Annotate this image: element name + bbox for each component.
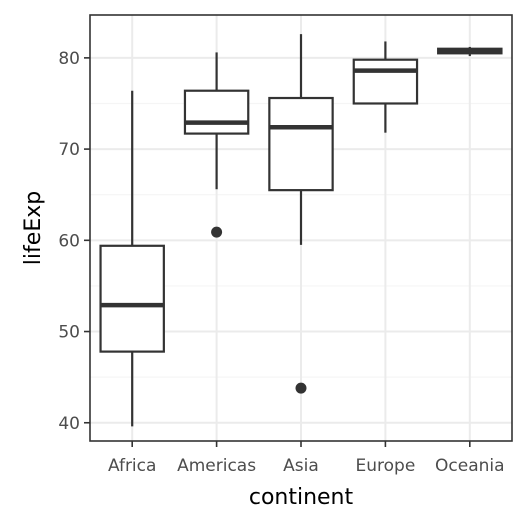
- y-tick-label: 70: [58, 140, 80, 160]
- x-tick-label-africa: Africa: [108, 456, 157, 476]
- y-axis-title: lifeExp: [21, 191, 46, 265]
- boxes: [99, 34, 503, 427]
- box-africa: [99, 90, 165, 427]
- x-tick-label-europe: Europe: [356, 456, 416, 476]
- x-tick-label-asia: Asia: [283, 456, 319, 476]
- box-iqr: [99, 244, 165, 353]
- x-tick-label-oceania: Oceania: [435, 456, 505, 476]
- y-tick-label: 80: [58, 49, 80, 69]
- y-tick-label: 50: [58, 323, 80, 343]
- box-europe: [352, 41, 419, 133]
- outlier-point: [295, 382, 307, 394]
- box-americas: [183, 52, 250, 238]
- x-axis-title: continent: [249, 485, 354, 510]
- box-iqr: [352, 58, 419, 105]
- box-asia: [268, 34, 334, 394]
- box-iqr: [268, 96, 334, 192]
- axes: 40 50 60 70 80 Africa Americas Asia Europe Oceani…: [58, 49, 504, 476]
- y-tick-label: 40: [58, 414, 80, 434]
- box-iqr: [183, 89, 250, 135]
- x-tick-label-americas: Americas: [177, 456, 256, 476]
- y-tick-label: 60: [58, 231, 80, 251]
- box-oceania: [437, 46, 503, 57]
- outlier-point: [211, 226, 223, 238]
